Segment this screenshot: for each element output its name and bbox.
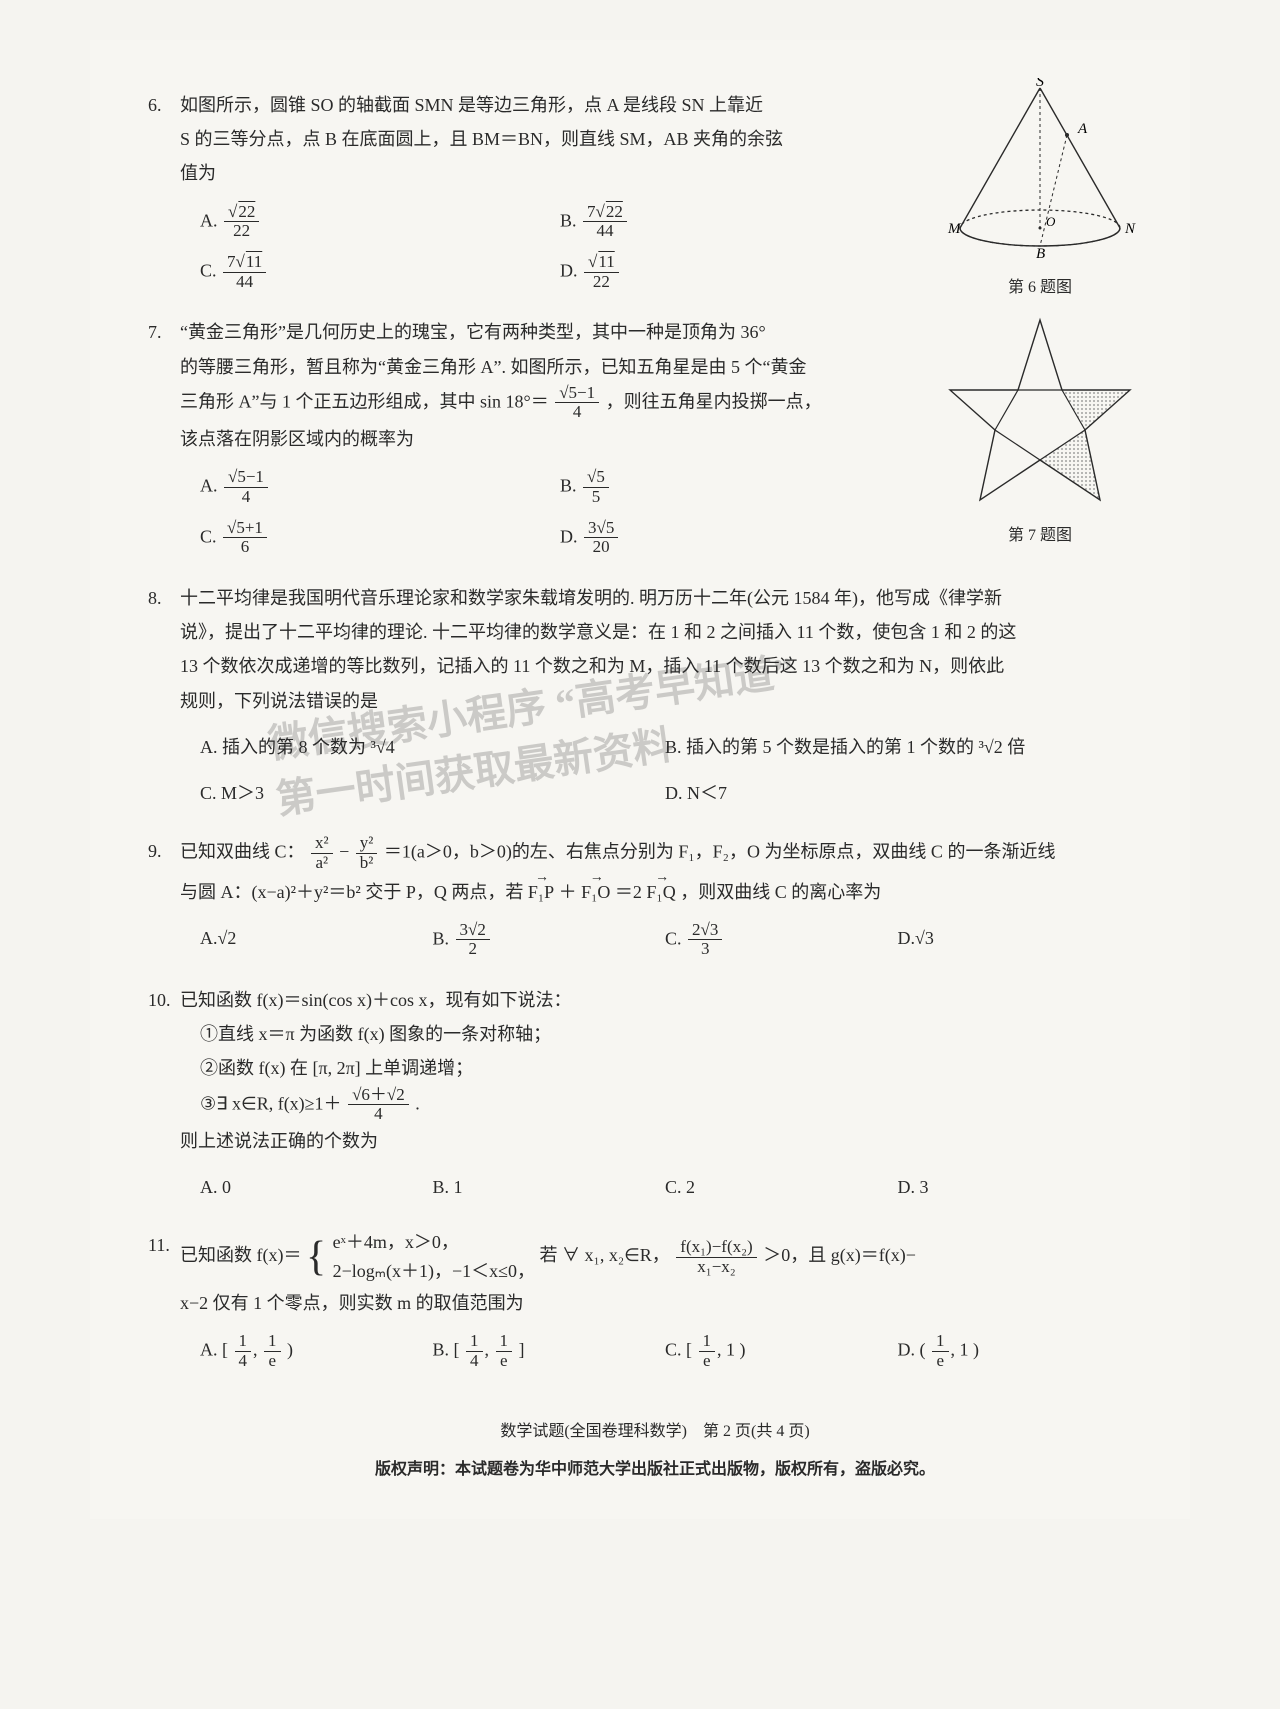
q7-optC: C. √5+16	[200, 513, 560, 563]
q6-line2: S 的三等分点，点 B 在底面圆上，且 BM＝BN，则直线 SM，AB 夹角的余…	[180, 129, 783, 149]
q10-optD: D. 3	[898, 1164, 1131, 1210]
q11-diffquot: f(x₁)−f(x₂)x₁−x₂	[676, 1238, 756, 1276]
vec-f1p: →F₁P	[528, 873, 554, 909]
q8-optD: D. N＜7	[665, 770, 1130, 816]
q9-post: ＝1(a＞0，b＞0)的左、右焦点分别为 F₁，F₂，O 为坐标原点，双曲线 C…	[384, 841, 1056, 861]
q10-optA: A. 0	[200, 1164, 433, 1210]
q9-pre: 已知双曲线 C：	[180, 841, 305, 861]
q7-line3a: 三角形 A”与 1 个正五边形组成，其中 sin 18°＝	[180, 391, 549, 411]
q11-mid: 若 ∀ x₁, x₂∈R，	[540, 1245, 670, 1265]
svg-text:A: A	[1077, 121, 1088, 137]
q10-optC: C. 2	[665, 1164, 898, 1210]
q11-optC: C. [ 1e, 1 )	[665, 1326, 898, 1376]
q11-number: 11.	[148, 1228, 170, 1262]
vec-f1o: →F₁O	[581, 873, 610, 909]
q10-s2: ②函数 f(x) 在 [π, 2π] 上单调递增；	[200, 1058, 473, 1078]
q7-optB: B. √55	[560, 462, 920, 512]
question-10: 10. 已知函数 f(x)＝sin(cos x)＋cos x，现有如下说法： ①…	[180, 983, 1130, 1210]
question-9: 9. 已知双曲线 C： x²a² − y²b² ＝1(a＞0，b＞0)的左、右焦…	[180, 834, 1130, 965]
q7-sin18-frac: √5−14	[555, 384, 599, 422]
q8-line1: 十二平均律是我国明代音乐理论家和数学家朱载堉发明的. 明万历十二年(公元 158…	[180, 588, 1002, 608]
q7-line2: 的等腰三角形，暂且称为“黄金三角形 A”. 如图所示，已知五角星是由 5 个“黄…	[180, 357, 806, 377]
q9-optB: B. 3√22	[433, 915, 666, 965]
q9-frac1: x²a²	[311, 834, 333, 872]
q10-s3-frac: √6＋√24	[348, 1086, 409, 1124]
q11-post: ＞0，且 g(x)＝f(x)−	[763, 1245, 916, 1265]
copyright: 版权声明：本试题卷为华中师范大学出版社正式出版物，版权所有，盗版必究。	[180, 1455, 1130, 1479]
q9-optA: A.√2	[200, 915, 433, 965]
q8-line4: 规则，下列说法错误的是	[180, 691, 378, 711]
q9-frac2: y²b²	[356, 834, 378, 872]
q6-line3: 值为	[180, 163, 216, 183]
q8-optC: C. M＞3	[200, 770, 665, 816]
q6-optB: B. 7√2244	[560, 197, 920, 247]
q9-b-post: ，则双曲线 C 的离心率为	[680, 882, 881, 902]
q9-optD: D.√3	[898, 915, 1131, 965]
q6-figure: S A M N O B 第 6 题图	[940, 78, 1140, 304]
q11-pre: 已知函数 f(x)＝	[180, 1245, 301, 1265]
q9-optC: C. 2√33	[665, 915, 898, 965]
svg-text:N: N	[1124, 221, 1136, 237]
q8-optA: A. 插入的第 8 个数为 ³√4	[200, 724, 665, 770]
q7-fig-caption: 第 7 题图	[940, 521, 1140, 551]
exam-page: 微信搜索小程序 “高考早知道” 第一时间获取最新资料 6. S A M N O …	[90, 40, 1190, 1519]
q9-b-pre: 与圆 A：(x−a)²＋y²＝b² 交于 P，Q 两点，若	[180, 882, 528, 902]
svg-text:M: M	[947, 221, 962, 237]
q8-line2: 说》，提出了十二平均律的理论. 十二平均律的数学意义是：在 1 和 2 之间插入…	[180, 622, 1016, 642]
star-diagram	[940, 315, 1140, 505]
q10-s3a: ③∃ x∈R, f(x)≥1＋	[200, 1093, 342, 1113]
q6-optA: A. √2222	[200, 197, 560, 247]
q6-line1: 如图所示，圆锥 SO 的轴截面 SMN 是等边三角形，点 A 是线段 SN 上靠…	[180, 95, 763, 115]
q10-line2: 则上述说法正确的个数为	[180, 1131, 378, 1151]
q7-optA: A. √5−14	[200, 462, 560, 512]
q8-number: 8.	[148, 581, 162, 615]
question-11: 11. 已知函数 f(x)＝ { eˣ＋4m，x＞0， 2−logₘ(x＋1)，…	[180, 1228, 1130, 1376]
question-8: 8. 十二平均律是我国明代音乐理论家和数学家朱载堉发明的. 明万历十二年(公元 …	[180, 581, 1130, 816]
q8-optB: B. 插入的第 5 个数是插入的第 1 个数的 ³√2 倍	[665, 724, 1130, 770]
q7-figure: 第 7 题图	[940, 315, 1140, 551]
svg-text:B: B	[1036, 246, 1045, 258]
piecewise: { eˣ＋4m，x＞0， 2−logₘ(x＋1)，−1＜x≤0，	[306, 1228, 535, 1286]
q10-s1: ①直线 x＝π 为函数 f(x) 图象的一条对称轴；	[200, 1024, 551, 1044]
q6-number: 6.	[148, 88, 162, 122]
q7-number: 7.	[148, 315, 162, 349]
vec-f1q: →F₁Q	[646, 873, 675, 909]
q9-number: 9.	[148, 834, 162, 868]
q7-optD: D. 3√520	[560, 513, 920, 563]
q8-line3: 13 个数依次成递增的等比数列，记插入的 11 个数之和为 M，插入 11 个数…	[180, 656, 1004, 676]
q10-optB: B. 1	[433, 1164, 666, 1210]
q11-optD: D. ( 1e, 1 )	[898, 1326, 1131, 1376]
q6-optC: C. 7√1144	[200, 247, 560, 297]
page-footer: 数学试题(全国卷理科数学) 第 2 页(共 4 页)	[180, 1417, 1130, 1441]
q7-line1: “黄金三角形”是几何历史上的瑰宝，它有两种类型，其中一种是顶角为 36°	[180, 322, 766, 342]
question-6: 6. S A M N O B 第 6 题图 如图所示，圆锥 SO 的轴截面 S	[180, 88, 1130, 297]
q11-b: x−2 仅有 1 个零点，则实数 m 的取值范围为	[180, 1293, 524, 1313]
q7-line4: 该点落在阴影区域内的概率为	[180, 429, 414, 449]
q11-optB: B. [ 14, 1e ]	[433, 1326, 666, 1376]
svg-text:O: O	[1046, 214, 1056, 229]
q10-line1: 已知函数 f(x)＝sin(cos x)＋cos x，现有如下说法：	[180, 990, 571, 1010]
q11-optA: A. [ 14, 1e )	[200, 1326, 433, 1376]
svg-text:S: S	[1036, 78, 1044, 90]
cone-diagram: S A M N O B	[940, 78, 1140, 258]
q10-number: 10.	[148, 983, 171, 1017]
q6-optD: D. √1122	[560, 247, 920, 297]
question-7: 7. 第 7 题图 “黄金三角形”是几何历史上的瑰宝，它有两种类型，其中一种是顶…	[180, 315, 1130, 563]
q7-line3b: ，则往五角星内投掷一点，	[606, 391, 822, 411]
q6-fig-caption: 第 6 题图	[940, 273, 1140, 303]
